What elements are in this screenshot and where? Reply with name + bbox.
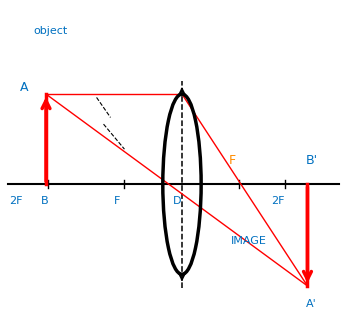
Text: 2F: 2F xyxy=(271,196,284,206)
Text: B: B xyxy=(41,196,48,206)
Text: object: object xyxy=(34,26,68,36)
Text: F: F xyxy=(229,154,236,167)
Text: F: F xyxy=(114,196,120,206)
Text: A': A' xyxy=(306,299,316,309)
Text: IMAGE: IMAGE xyxy=(231,236,267,246)
Text: B': B' xyxy=(306,154,318,167)
Text: D: D xyxy=(173,196,182,206)
Text: A: A xyxy=(20,81,28,94)
Text: 2F: 2F xyxy=(9,196,23,206)
